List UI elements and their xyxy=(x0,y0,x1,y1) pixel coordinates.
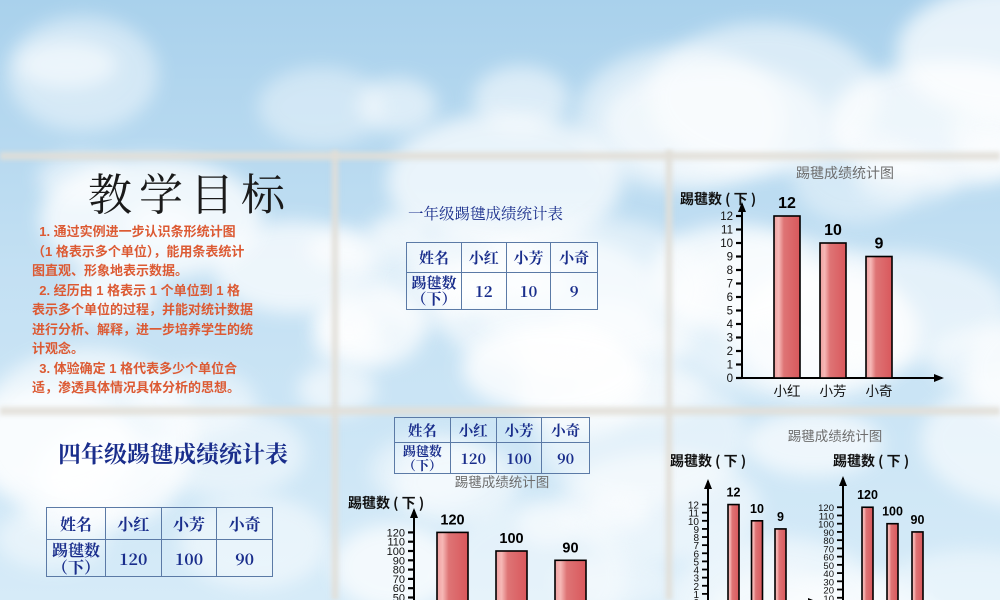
svg-text:1: 1 xyxy=(727,360,733,372)
svg-text:10: 10 xyxy=(824,222,842,239)
svg-text:6: 6 xyxy=(727,292,733,304)
svg-text:踢毽成绩统计图: 踢毽成绩统计图 xyxy=(455,471,550,491)
svg-text:5: 5 xyxy=(727,306,733,318)
svg-text:120: 120 xyxy=(440,512,464,528)
svg-text:9: 9 xyxy=(777,510,784,524)
svg-text:7: 7 xyxy=(727,279,733,291)
svg-text:11: 11 xyxy=(721,225,733,237)
svg-text:0: 0 xyxy=(727,373,733,385)
svg-text:踢毽数 ( 下 ): 踢毽数 ( 下 ) xyxy=(348,493,424,513)
svg-text:100: 100 xyxy=(882,505,903,519)
svg-text:120: 120 xyxy=(818,503,834,514)
svg-text:踢毽成绩统计图: 踢毽成绩统计图 xyxy=(796,163,894,183)
svg-text:小奇: 小奇 xyxy=(866,380,893,400)
svg-text:90: 90 xyxy=(562,540,578,556)
svg-text:踢毽数 ( 下 ): 踢毽数 ( 下 ) xyxy=(833,451,909,471)
svg-text:小芳: 小芳 xyxy=(820,380,847,400)
svg-text:4: 4 xyxy=(727,319,734,331)
svg-text:90: 90 xyxy=(911,513,925,527)
svg-text:100: 100 xyxy=(499,531,523,547)
svg-text:3: 3 xyxy=(727,333,733,345)
svg-text:8: 8 xyxy=(727,265,733,277)
svg-text:9: 9 xyxy=(875,236,884,253)
svg-text:12: 12 xyxy=(720,211,733,223)
svg-text:120: 120 xyxy=(387,527,405,539)
svg-text:12: 12 xyxy=(778,195,796,212)
svg-text:9: 9 xyxy=(727,252,733,264)
svg-text:小红: 小红 xyxy=(774,380,801,400)
svg-text:2: 2 xyxy=(727,346,733,358)
svg-text:10: 10 xyxy=(750,502,764,516)
svg-text:12: 12 xyxy=(727,486,741,500)
svg-text:10: 10 xyxy=(720,238,733,250)
svg-text:踢毽数 ( 下 ): 踢毽数 ( 下 ) xyxy=(670,451,746,471)
svg-text:踢毽数 ( 下 ): 踢毽数 ( 下 ) xyxy=(680,189,756,209)
svg-text:120: 120 xyxy=(857,488,878,502)
svg-text:12: 12 xyxy=(688,501,700,512)
